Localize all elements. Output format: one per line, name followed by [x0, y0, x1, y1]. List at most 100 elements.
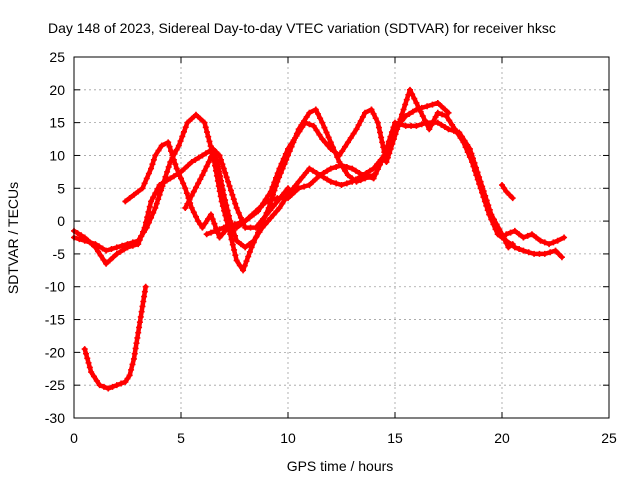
data-point	[306, 165, 313, 172]
data-point	[145, 219, 152, 226]
data-point	[441, 124, 448, 131]
data-point	[184, 119, 191, 126]
data-point	[271, 179, 278, 186]
data-point	[349, 165, 356, 172]
data-point	[78, 232, 85, 239]
data-point	[237, 214, 244, 221]
data-point	[385, 138, 392, 145]
data-point	[256, 204, 263, 211]
data-point	[129, 239, 136, 246]
data-point	[263, 198, 270, 205]
y-tick-label: -10	[45, 279, 65, 295]
data-point	[558, 254, 565, 261]
data-point	[192, 111, 199, 118]
data-point	[168, 148, 175, 155]
data-point	[113, 250, 120, 257]
grid-layer	[74, 57, 609, 418]
data-point	[105, 385, 112, 392]
data-point	[516, 245, 523, 252]
data-point	[124, 241, 131, 248]
data-point	[199, 152, 206, 159]
data-point	[222, 197, 229, 204]
data-point	[245, 253, 252, 260]
data-point	[279, 195, 286, 202]
y-tick-label: -25	[45, 377, 65, 393]
data-point	[92, 241, 99, 248]
data-point	[343, 163, 350, 170]
data-point	[229, 241, 236, 248]
data-point	[309, 167, 316, 174]
x-tick-label: 5	[177, 430, 185, 446]
data-point	[367, 167, 374, 174]
data-point	[199, 224, 206, 231]
data-point	[235, 209, 242, 216]
data-point	[313, 169, 320, 176]
data-point	[162, 173, 169, 180]
y-tick-label: 5	[57, 180, 65, 196]
data-point	[250, 237, 257, 244]
data-point	[202, 220, 209, 227]
series-arc-2	[71, 106, 377, 274]
data-point	[242, 244, 249, 251]
data-point	[541, 239, 548, 246]
data-point	[236, 219, 243, 226]
data-point	[413, 106, 420, 113]
data-point	[352, 176, 359, 183]
series-line	[123, 87, 565, 260]
data-point	[152, 190, 159, 197]
data-point	[434, 109, 441, 116]
data-point	[155, 196, 162, 203]
data-point	[306, 181, 313, 188]
data-point	[156, 191, 163, 198]
data-point	[165, 163, 172, 170]
data-point	[339, 148, 346, 155]
data-point	[397, 121, 404, 128]
series-arc-8	[503, 227, 568, 248]
data-point	[136, 319, 143, 326]
data-point	[248, 244, 255, 251]
data-point	[285, 145, 291, 152]
data-point	[274, 195, 281, 202]
data-point	[520, 247, 527, 254]
data-point	[352, 167, 359, 174]
data-point	[215, 163, 222, 170]
data-point	[224, 207, 231, 214]
data-point	[179, 133, 186, 140]
data-point	[466, 145, 473, 152]
data-point	[370, 175, 377, 182]
data-point	[488, 211, 495, 218]
data-point	[449, 121, 456, 128]
y-tick-label: 15	[49, 115, 65, 131]
data-point	[181, 165, 188, 172]
x-tick-label: 20	[494, 430, 510, 446]
data-point	[273, 208, 280, 215]
x-tick-label: 15	[387, 430, 403, 446]
data-point	[230, 227, 237, 234]
data-point	[231, 221, 238, 228]
data-point	[96, 382, 103, 389]
data-point	[219, 161, 226, 168]
data-point	[349, 178, 356, 185]
data-point	[333, 163, 340, 170]
data-point	[485, 202, 492, 209]
data-point	[292, 188, 299, 195]
data-point	[327, 139, 334, 146]
data-point	[482, 192, 489, 199]
data-point	[302, 169, 309, 176]
data-point	[188, 115, 195, 122]
data-point	[438, 121, 445, 128]
data-point	[141, 288, 148, 295]
data-point	[445, 109, 452, 116]
data-point	[406, 86, 413, 93]
data-point	[85, 359, 92, 366]
data-point	[450, 127, 457, 134]
data-point	[381, 152, 388, 159]
data-point	[138, 233, 145, 240]
data-point	[411, 95, 418, 102]
data-point	[429, 119, 436, 126]
data-point	[133, 340, 140, 347]
data-point	[350, 130, 357, 137]
data-point	[503, 231, 510, 238]
data-point	[182, 185, 189, 192]
